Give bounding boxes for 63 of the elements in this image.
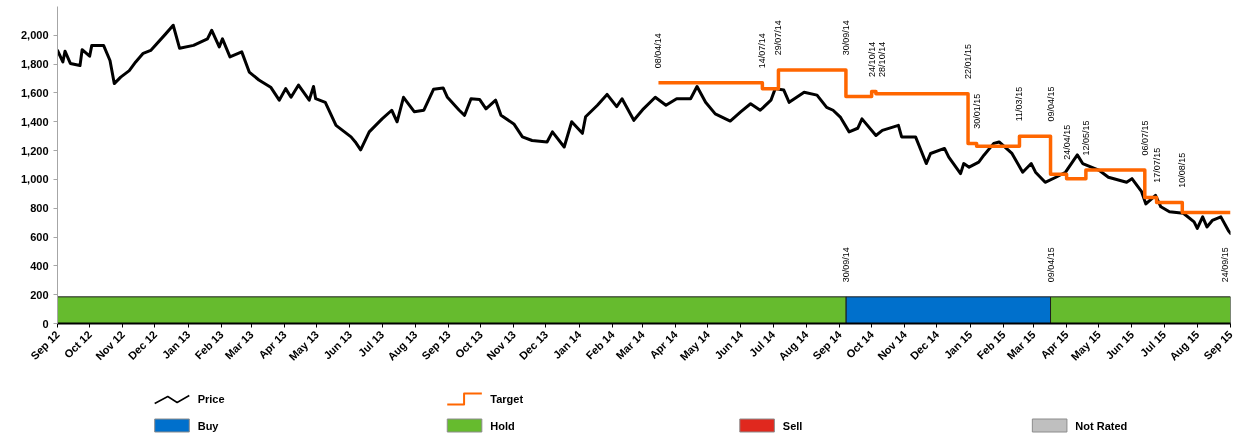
annotation: 28/10/14 bbox=[876, 41, 887, 77]
annotation: 17/07/15 bbox=[1151, 147, 1162, 183]
x-tick-label: Jun 15 bbox=[1103, 328, 1137, 362]
annotation: 11/03/15 bbox=[1014, 86, 1025, 122]
annotation: 30/09/14 bbox=[840, 247, 851, 283]
x-tick-label: Aug 13 bbox=[385, 328, 420, 363]
annotation: 09/04/15 bbox=[1045, 86, 1056, 122]
annotation: 08/04/14 bbox=[653, 33, 664, 69]
x-tick-label: Nov 14 bbox=[875, 327, 910, 363]
annotation: 29/07/14 bbox=[773, 20, 784, 56]
x-tick-label: Apr 13 bbox=[256, 328, 289, 361]
x-tick-label: Jul 15 bbox=[1137, 328, 1169, 359]
annotation: 22/01/15 bbox=[963, 44, 974, 80]
y-tick-label: 1,800 bbox=[20, 58, 49, 71]
x-tick-label: Jul 14 bbox=[746, 327, 778, 359]
legend-label: Not Rated bbox=[1075, 419, 1128, 432]
annotation: 14/07/14 bbox=[757, 33, 768, 69]
x-tick-label: Nov 12 bbox=[93, 328, 128, 363]
annotation: 12/05/15 bbox=[1080, 120, 1091, 156]
y-tick-label: 1,600 bbox=[20, 86, 49, 99]
annotation: 24/04/15 bbox=[1061, 124, 1072, 160]
legend-label: Buy bbox=[197, 419, 220, 432]
annotation: 06/07/15 bbox=[1139, 120, 1150, 156]
annotation: 24/10/14 bbox=[866, 41, 877, 77]
x-tick-label: Jun 13 bbox=[321, 328, 355, 362]
x-tick-label: Aug 15 bbox=[1167, 328, 1202, 363]
y-tick-label: 1,200 bbox=[20, 144, 49, 157]
x-tick-label: Sep 15 bbox=[1201, 328, 1235, 362]
annotation: 30/09/14 bbox=[840, 20, 851, 56]
x-tick-label: Aug 14 bbox=[776, 327, 812, 363]
x-tick-label: Dec 14 bbox=[907, 327, 942, 362]
annotation: 10/08/15 bbox=[1177, 152, 1188, 188]
x-tick-label: Apr 15 bbox=[1038, 328, 1071, 361]
annotation: 24/09/15 bbox=[1219, 247, 1230, 283]
y-tick-label: 0 bbox=[42, 317, 49, 330]
y-tick-label: 1,000 bbox=[20, 173, 49, 186]
y-tick-label: 400 bbox=[30, 259, 49, 272]
annotation: 30/01/15 bbox=[971, 93, 982, 129]
x-tick-label: Jun 14 bbox=[712, 327, 746, 362]
x-tick-label: Sep 14 bbox=[810, 327, 845, 362]
x-tick-label: Dec 13 bbox=[516, 328, 551, 362]
x-tick-label: Oct 12 bbox=[61, 328, 94, 361]
x-tick-label: Apr 14 bbox=[647, 327, 681, 361]
legend-label: Target bbox=[490, 392, 524, 405]
x-tick-label: Oct 14 bbox=[843, 327, 877, 361]
y-tick-label: 800 bbox=[30, 202, 49, 215]
y-tick-label: 600 bbox=[30, 231, 49, 244]
x-tick-label: Jan 15 bbox=[941, 328, 975, 361]
y-tick-label: 200 bbox=[30, 288, 49, 301]
annotation: 09/04/15 bbox=[1045, 247, 1056, 283]
x-tick-label: Jul 13 bbox=[355, 328, 387, 359]
legend-label: Price bbox=[197, 392, 225, 405]
x-tick-label: Jan 14 bbox=[550, 327, 585, 361]
x-tick-label: Dec 12 bbox=[125, 328, 160, 362]
legend-label: Sell bbox=[782, 419, 803, 432]
x-tick-label: Jan 13 bbox=[159, 328, 193, 361]
y-tick-label: 2,000 bbox=[20, 29, 49, 42]
y-tick-label: 1,400 bbox=[20, 115, 49, 128]
x-tick-label: Oct 13 bbox=[452, 328, 485, 361]
x-tick-label: Sep 13 bbox=[419, 328, 453, 362]
x-tick-label: Nov 13 bbox=[484, 328, 519, 363]
legend-label: Hold bbox=[490, 419, 515, 432]
x-tick-label: Sep 12 bbox=[28, 328, 62, 362]
